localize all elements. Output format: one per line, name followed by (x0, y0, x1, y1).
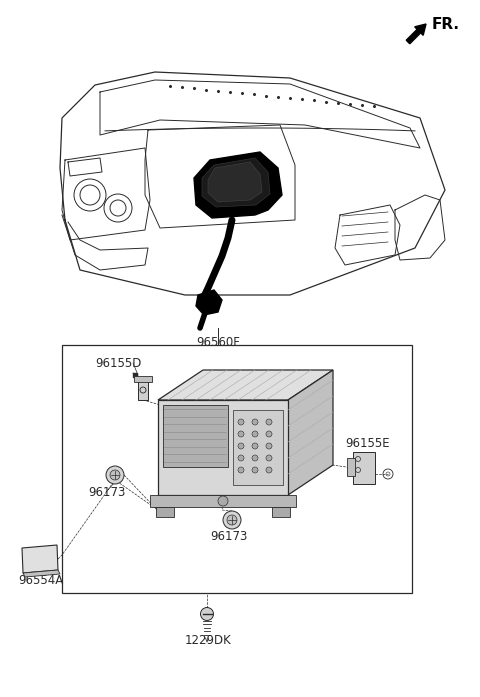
Circle shape (106, 466, 124, 484)
Circle shape (252, 467, 258, 473)
Polygon shape (158, 370, 333, 400)
Circle shape (238, 443, 244, 449)
Text: 1229DK: 1229DK (185, 634, 232, 647)
Polygon shape (22, 545, 58, 573)
Polygon shape (208, 162, 262, 202)
Bar (347, 458, 355, 476)
Circle shape (238, 467, 244, 473)
Circle shape (218, 496, 228, 506)
Polygon shape (194, 152, 282, 218)
Circle shape (238, 419, 244, 425)
Text: 96173: 96173 (210, 530, 247, 542)
Text: 96155D: 96155D (95, 356, 142, 369)
Circle shape (252, 443, 258, 449)
Bar (158, 400, 288, 495)
Polygon shape (156, 507, 174, 517)
Circle shape (110, 470, 120, 480)
FancyArrow shape (406, 24, 426, 44)
Polygon shape (288, 370, 333, 495)
Text: FR.: FR. (432, 17, 460, 32)
Circle shape (227, 515, 237, 525)
Text: 96173: 96173 (88, 486, 125, 498)
Circle shape (238, 431, 244, 437)
Polygon shape (272, 507, 290, 517)
Bar (163, 405, 228, 467)
Circle shape (266, 467, 272, 473)
Text: 96554A: 96554A (18, 574, 63, 586)
Bar (353, 452, 375, 484)
Polygon shape (23, 570, 60, 577)
Circle shape (252, 419, 258, 425)
Circle shape (266, 419, 272, 425)
Text: 96560F: 96560F (196, 336, 240, 349)
Bar (134, 376, 152, 382)
Bar (62, 345, 412, 593)
Circle shape (238, 455, 244, 461)
Text: 96155E: 96155E (345, 436, 390, 450)
Polygon shape (196, 290, 222, 315)
Circle shape (266, 443, 272, 449)
Circle shape (252, 455, 258, 461)
Circle shape (252, 431, 258, 437)
Circle shape (201, 608, 214, 620)
Circle shape (266, 455, 272, 461)
Circle shape (223, 511, 241, 529)
Polygon shape (202, 158, 270, 207)
Bar (150, 495, 296, 507)
Bar (138, 378, 148, 400)
Circle shape (266, 431, 272, 437)
Bar (233, 410, 283, 485)
